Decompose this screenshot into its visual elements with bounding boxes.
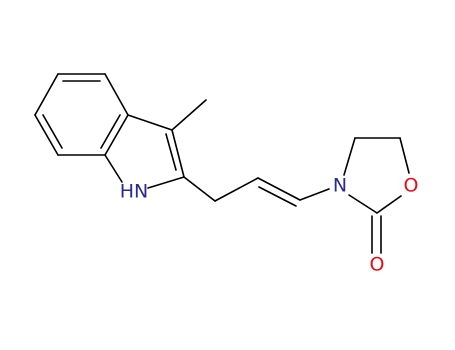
bond: [348, 194, 378, 214]
atom-label: HN: [120, 181, 149, 203]
bonds: [34, 73, 410, 254]
bond: [104, 114, 129, 156]
bond: [171, 99, 207, 131]
bond: [100, 114, 121, 149]
atom-label: N: [333, 175, 347, 197]
bond: [258, 186, 297, 207]
bond: [165, 133, 177, 171]
bond: [42, 114, 63, 149]
bond: [104, 73, 129, 116]
bond: [147, 176, 185, 189]
bond: [376, 195, 402, 214]
bond: [214, 177, 259, 202]
bond: [299, 188, 330, 201]
bond: [183, 176, 216, 202]
atom-label: O: [404, 175, 419, 197]
bond: [104, 154, 123, 183]
bond: [343, 137, 356, 176]
bond: [399, 137, 410, 174]
bond: [171, 129, 185, 178]
bond: [127, 114, 173, 131]
bond: [34, 114, 59, 156]
atom-label: O: [370, 254, 385, 276]
bond: [34, 73, 59, 116]
bond: [257, 177, 301, 201]
